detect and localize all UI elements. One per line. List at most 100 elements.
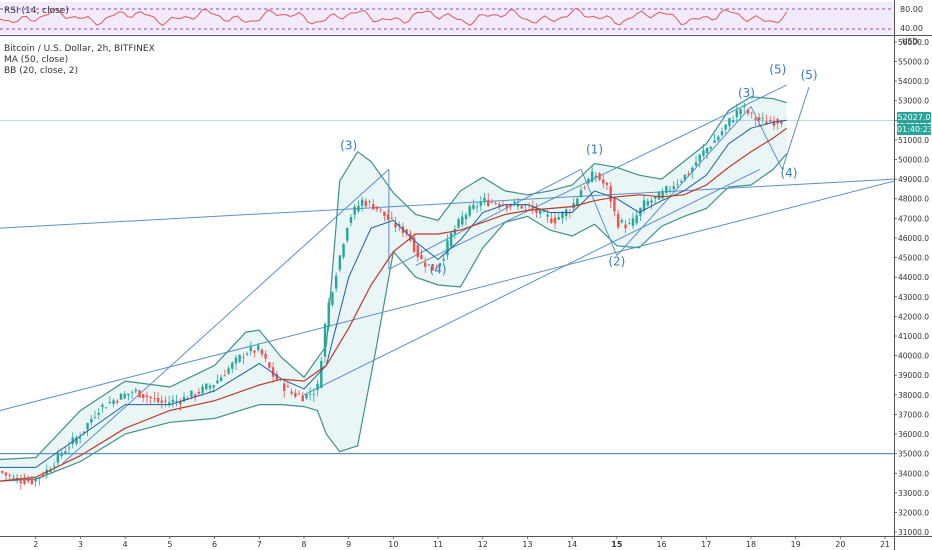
candle-body <box>119 393 123 400</box>
legend-bb: BB (20, close, 2) <box>4 66 79 76</box>
candle-body <box>383 211 386 216</box>
candle-body <box>193 394 197 397</box>
candle-body <box>327 302 330 327</box>
candle-body <box>316 383 319 390</box>
candle-body <box>583 187 586 189</box>
candle-body <box>598 173 601 180</box>
candle-body <box>4 472 8 476</box>
candle-body <box>479 201 483 206</box>
candle-body <box>323 323 327 357</box>
x-tick-label: 21 <box>880 540 890 549</box>
candle-body <box>101 404 104 407</box>
candle-body <box>457 219 460 228</box>
x-tick-label: 2 <box>33 540 38 549</box>
x-tick-label: 6 <box>212 540 217 549</box>
candle-body <box>294 393 297 397</box>
candle-body <box>375 206 379 210</box>
candle-body <box>642 200 646 211</box>
candle-body <box>160 400 163 403</box>
candle-body <box>82 431 86 433</box>
currency-label: USD <box>902 37 918 46</box>
candle-body <box>275 374 278 380</box>
candle-body <box>587 178 590 184</box>
candle-body <box>212 385 215 388</box>
candle-body <box>116 400 119 403</box>
candle-body <box>464 214 468 220</box>
candle-body <box>780 121 783 124</box>
candle-body <box>286 386 290 388</box>
candle-body <box>257 345 260 350</box>
candle-body <box>735 110 739 118</box>
wave-label: (5) <box>769 62 786 76</box>
candle-body <box>616 213 620 228</box>
candle-body <box>134 389 137 392</box>
trend-line <box>750 106 783 170</box>
wave-label: (2) <box>608 254 625 268</box>
candle-body <box>628 223 631 225</box>
candle-body <box>283 383 286 392</box>
y-tick-label: 38000.0 <box>898 391 929 400</box>
candle-body <box>435 268 438 270</box>
candle-body <box>761 118 765 119</box>
y-tick-label: 42000.0 <box>898 312 929 321</box>
rsi-title: RSI (14, close) <box>4 6 69 16</box>
candle-body <box>542 211 546 213</box>
candle-body <box>702 150 705 156</box>
candle-body <box>420 254 423 260</box>
y-tick-label: 33000.0 <box>898 489 929 498</box>
candle-body <box>308 393 312 395</box>
candle-body <box>394 223 397 228</box>
bb-mid-line <box>0 119 787 468</box>
x-tick-label: 9 <box>346 540 351 549</box>
candle-body <box>620 220 624 223</box>
candle-body <box>520 205 523 209</box>
candle-body <box>364 200 368 207</box>
trend-line <box>616 106 752 256</box>
candle-body <box>97 413 100 415</box>
candle-body <box>405 229 408 234</box>
candle-body <box>227 368 230 374</box>
candle-body <box>234 357 238 364</box>
candle-body <box>104 407 108 409</box>
candle-body <box>205 383 208 390</box>
candle-body <box>576 198 579 206</box>
candle-body <box>398 224 401 226</box>
trend-line <box>415 84 787 266</box>
candle-body <box>312 394 316 396</box>
trend-line <box>580 169 618 256</box>
candle-body <box>23 480 26 485</box>
candle-body <box>472 204 475 209</box>
candle-body <box>665 186 668 193</box>
y-tick-label: 31000.0 <box>898 528 929 537</box>
y-tick-label: 56000.0 <box>898 38 929 47</box>
candle-body <box>631 218 635 226</box>
x-tick-label: 13 <box>522 540 532 549</box>
x-tick-label: 3 <box>78 540 83 549</box>
candle-body <box>19 481 22 484</box>
y-tick-label: 48000.0 <box>898 195 929 204</box>
candle-body <box>728 118 731 126</box>
y-tick-label: 36000.0 <box>898 430 929 439</box>
candle-body <box>260 349 264 355</box>
candle-body <box>717 136 720 141</box>
candle-body <box>724 124 727 130</box>
candle-body <box>698 154 701 162</box>
candle-body <box>175 400 178 402</box>
y-tick-label: 35000.0 <box>898 450 929 459</box>
x-tick-label: 11 <box>433 540 443 549</box>
candle-body <box>130 392 134 394</box>
candle-body <box>483 197 486 202</box>
candle-body <box>668 189 672 191</box>
candle-body <box>390 217 393 219</box>
candle-body <box>271 367 275 377</box>
candle-body <box>661 191 664 199</box>
x-tick-label: 5 <box>167 540 172 549</box>
candle-body <box>691 167 694 173</box>
x-tick-label: 14 <box>567 540 577 549</box>
candle-body <box>179 401 182 405</box>
y-tick-label: 50000.0 <box>898 156 929 165</box>
candle-body <box>412 237 416 252</box>
candle-body <box>646 201 649 206</box>
candle-body <box>41 474 45 477</box>
